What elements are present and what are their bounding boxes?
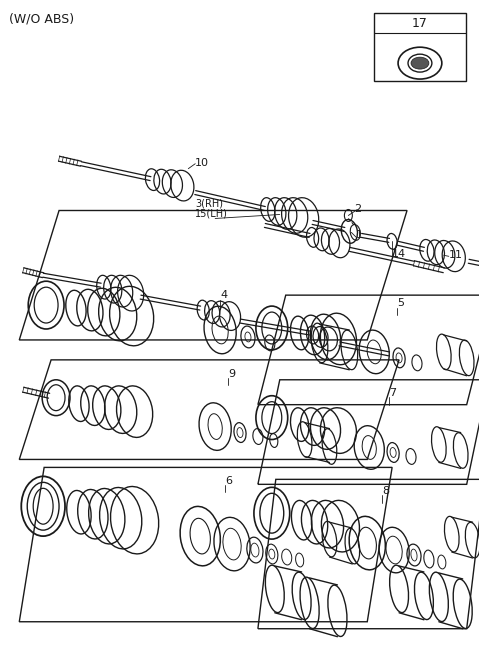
Text: 15(LH): 15(LH) [195,209,228,218]
Text: 2: 2 [354,203,361,213]
Text: 8: 8 [382,486,389,497]
Bar [374,13,466,81]
Text: 9: 9 [228,369,235,379]
Text: 4: 4 [220,290,227,300]
Text: 17: 17 [412,17,428,30]
Ellipse shape [411,57,429,69]
Text: 3(RH): 3(RH) [195,199,223,209]
Text: 14: 14 [392,249,406,259]
Text: 10: 10 [195,157,209,168]
Text: 11: 11 [449,251,463,260]
Text: 1: 1 [356,230,363,240]
Text: 6: 6 [225,476,232,486]
Text: (W/O ABS): (W/O ABS) [9,13,74,26]
Text: 5: 5 [397,298,404,308]
Text: 7: 7 [389,388,396,398]
